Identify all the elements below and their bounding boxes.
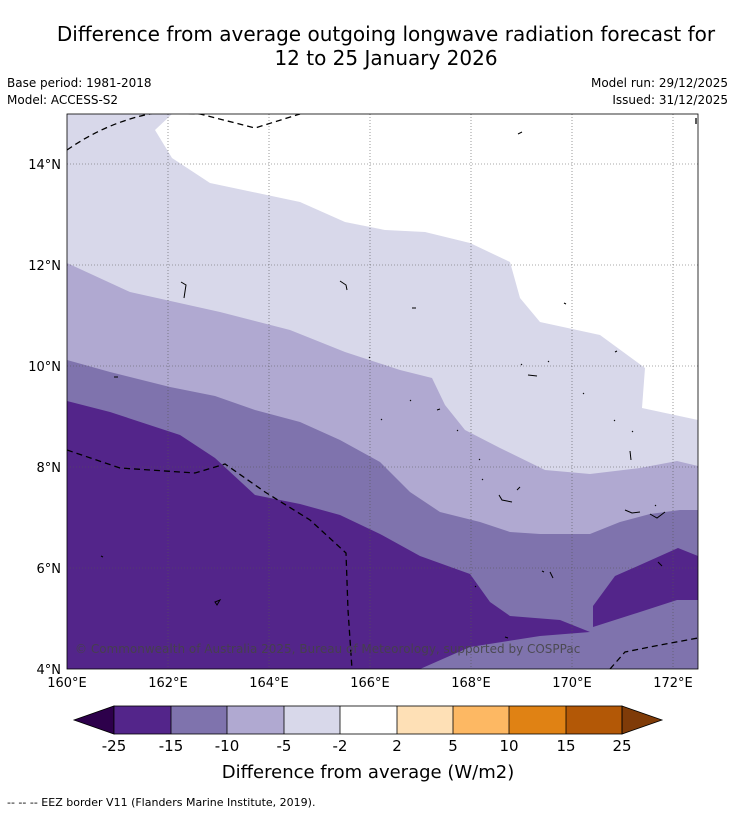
lat-labels: 14°N 12°N 10°N 8°N 6°N 4°N xyxy=(28,158,61,678)
colorbar-tick-25: 25 xyxy=(612,737,631,755)
lon-label-166: 166°E xyxy=(350,676,390,691)
lon-label-164: 164°E xyxy=(249,676,289,691)
colorbar-extend-low xyxy=(72,705,115,735)
model-name: Model: ACCESS-S2 xyxy=(7,93,119,107)
title-line-2: 12 to 25 January 2026 xyxy=(274,46,498,70)
lon-label-168: 168°E xyxy=(451,676,491,691)
colorbar-tick-m15: -15 xyxy=(159,737,184,755)
meta-right: Model run: 29/12/2025 Issued: 31/12/2025 xyxy=(591,75,728,109)
colorbar: -25 -15 -10 -5 -2 2 5 10 15 25 Differenc… xyxy=(72,705,664,783)
lon-label-162: 162°E xyxy=(148,676,188,691)
model-run: Model run: 29/12/2025 xyxy=(590,76,728,90)
lat-label-4: 4°N xyxy=(37,663,62,678)
lon-label-170: 170°E xyxy=(552,676,592,691)
islands xyxy=(100,131,666,639)
lat-label-6: 6°N xyxy=(37,562,62,577)
colorbar-tick-m2: -2 xyxy=(333,737,348,755)
colorbar-tick-2: 2 xyxy=(392,737,402,755)
eez-north xyxy=(67,114,301,151)
eez-legend: -- -- -- EEZ border V11 (Flanders Marine… xyxy=(7,796,316,809)
lon-label-172: 172°E xyxy=(653,676,693,691)
copyright-text: © Commonwealth of Australia 2025, Bureau… xyxy=(75,642,580,656)
issued-date: Issued: 31/12/2025 xyxy=(612,93,728,107)
colorbar-swatch-4 xyxy=(284,706,340,734)
base-period: Base period: 1981-2018 xyxy=(7,76,152,90)
title-line-1: Difference from average outgoing longwav… xyxy=(56,22,716,46)
colorbar-swatch-1 xyxy=(114,706,171,734)
eez-borders xyxy=(67,114,698,669)
colorbar-swatch-2 xyxy=(171,706,227,734)
colorbar-swatch-9 xyxy=(566,706,622,734)
graticule xyxy=(67,114,698,669)
contour-fills xyxy=(67,114,698,669)
colorbar-label: Difference from average (W/m2) xyxy=(222,762,514,783)
colorbar-tick-m10: -10 xyxy=(215,737,240,755)
colorbar-swatch-6 xyxy=(397,706,453,734)
colorbar-extend-high xyxy=(621,705,664,735)
colorbar-swatch-3 xyxy=(227,706,284,734)
lon-labels: 160°E 162°E 164°E 166°E 168°E 170°E 172°… xyxy=(47,676,693,691)
lon-label-160: 160°E xyxy=(47,676,87,691)
fill-blob-east xyxy=(593,548,698,627)
fill-band-m25-m15 xyxy=(67,401,590,669)
map-frame xyxy=(66,113,699,670)
meta-left: Base period: 1981-2018 Model: ACCESS-S2 xyxy=(7,75,152,109)
colorbar-swatch-5 xyxy=(340,706,397,734)
eez-south-east xyxy=(609,637,698,669)
lat-label-10: 10°N xyxy=(28,360,61,375)
colorbar-tick-10: 10 xyxy=(499,737,518,755)
colorbar-tick-m25: -25 xyxy=(102,737,127,755)
colorbar-tick-m5: -5 xyxy=(277,737,292,755)
chart-title: Difference from average outgoing longwav… xyxy=(0,22,736,70)
colorbar-tick-5: 5 xyxy=(448,737,458,755)
colorbar-tick-15: 15 xyxy=(556,737,575,755)
lat-label-14: 14°N xyxy=(28,158,61,173)
eez-west xyxy=(67,449,353,669)
lat-label-12: 12°N xyxy=(28,259,61,274)
colorbar-swatch-8 xyxy=(509,706,566,734)
lat-label-8: 8°N xyxy=(37,461,62,476)
colorbar-swatch-7 xyxy=(453,706,509,734)
